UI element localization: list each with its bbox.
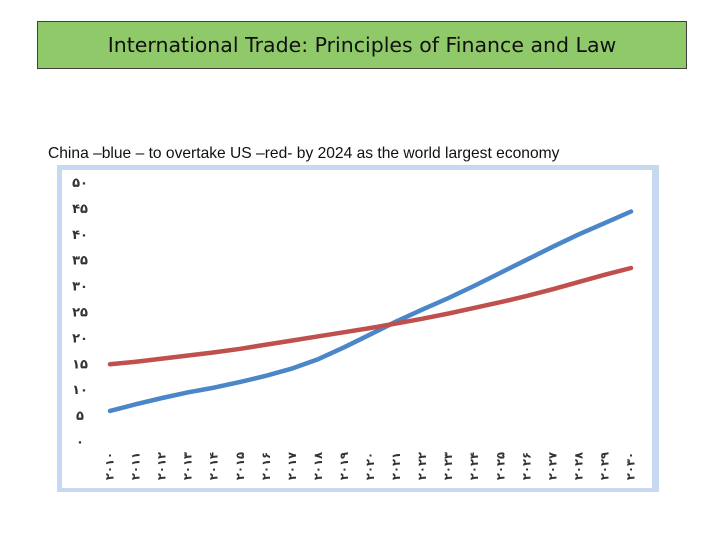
- y-tick-label: ۲۰: [72, 331, 88, 346]
- x-tick-label: ۲۰۲۸: [571, 452, 585, 480]
- x-tick-label: ۲۰۱۴: [207, 452, 221, 480]
- slide-title-box: International Trade: Principles of Finan…: [37, 21, 687, 69]
- y-tick-label: ۴۰: [72, 228, 88, 243]
- y-tick-label: ۵۰: [72, 176, 88, 191]
- y-tick-label: ۲۵: [72, 306, 88, 321]
- y-tick-label: ۱۰: [72, 383, 88, 398]
- y-tick-label: ۳۰: [72, 280, 88, 295]
- y-tick-label: ۳۵: [72, 254, 88, 269]
- x-tick-label: ۲۰۱۱: [129, 452, 143, 480]
- x-tick-label: ۲۰۱۵: [233, 452, 247, 480]
- chart-caption: China –blue – to overtake US –red- by 20…: [48, 145, 560, 162]
- x-tick-label: ۲۰۲۴: [467, 452, 481, 480]
- x-tick-label: ۲۰۳۰: [624, 452, 638, 480]
- x-tick-label: ۲۰۲۹: [597, 452, 611, 480]
- x-tick-label: ۲۰۱۰: [103, 452, 117, 480]
- x-tick-label: ۲۰۱۳: [181, 452, 195, 480]
- series-line-blue: [107, 209, 634, 414]
- y-axis-ticks: ۰ ۵ ۱۰ ۱۵ ۲۰ ۲۵ ۳۰ ۳۵ ۴۰ ۴۵ ۵۰: [72, 176, 88, 450]
- x-tick-label: ۲۰۲۱: [389, 452, 403, 480]
- y-tick-label: ۰: [76, 435, 84, 450]
- slide-title: International Trade: Principles of Finan…: [107, 33, 617, 57]
- x-tick-label: ۲۰۱۲: [155, 452, 169, 480]
- x-axis-ticks: ۲۰۱۰ ۲۰۱۱ ۲۰۱۲ ۲۰۱۳ ۲۰۱۴ ۲۰۱۵ ۲۰۱۶ ۲۰۱۷ ۲۰۱۸ ۲۰۱۹…: [103, 452, 638, 480]
- series-lines: [107, 209, 634, 414]
- y-tick-label: ۵: [76, 409, 84, 424]
- x-tick-label: ۲۰۱۷: [285, 452, 299, 480]
- x-tick-label: ۲۰۱۹: [337, 452, 351, 480]
- x-tick-label: ۲۰۱۶: [259, 452, 273, 480]
- x-tick-label: ۲۰۲۲: [415, 452, 429, 480]
- x-tick-label: ۲۰۲۰: [363, 452, 377, 480]
- x-tick-label: ۲۰۲۷: [545, 452, 559, 480]
- x-tick-label: ۲۰۲۳: [441, 452, 455, 480]
- x-tick-label: ۲۰۲۶: [519, 452, 533, 480]
- y-tick-label: ۴۵: [72, 202, 88, 217]
- y-tick-label: ۱۵: [72, 357, 88, 372]
- series-line-red: [107, 265, 634, 367]
- x-tick-label: ۲۰۱۸: [311, 452, 325, 480]
- x-tick-label: ۲۰۲۵: [493, 452, 507, 480]
